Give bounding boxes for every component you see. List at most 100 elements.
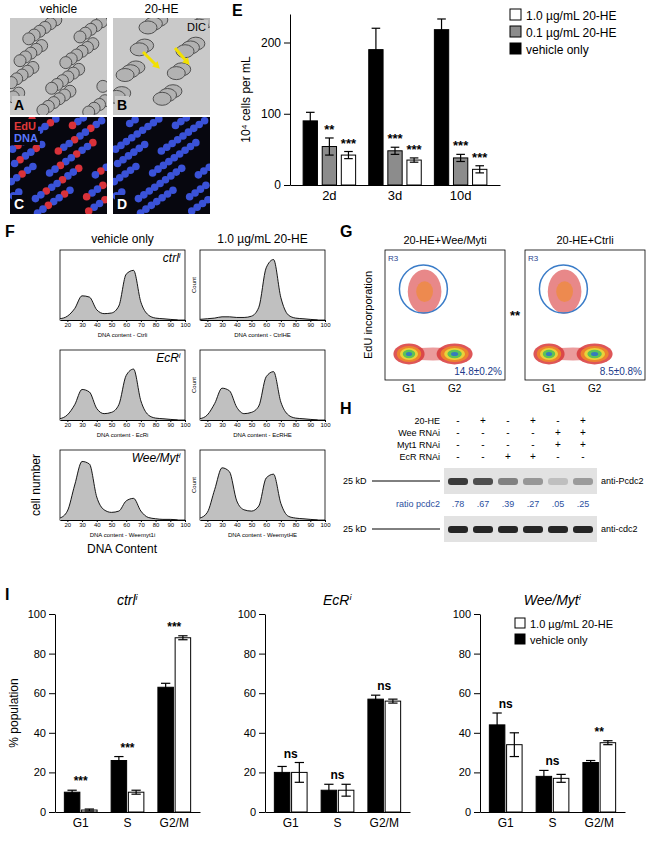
tick: 90 xyxy=(307,520,314,528)
tick-label: 20 xyxy=(205,422,212,428)
tick: 90 xyxy=(167,320,174,328)
error-line xyxy=(492,712,501,713)
error-line xyxy=(161,691,170,692)
tick: 100 xyxy=(238,608,265,620)
band xyxy=(498,526,518,533)
tick-label: 30 xyxy=(219,422,226,428)
panel-letter: F xyxy=(5,223,15,240)
lane-sign: - xyxy=(506,415,509,426)
nucleus xyxy=(135,195,143,203)
error-bar xyxy=(586,761,595,765)
cell xyxy=(167,67,185,80)
error-line xyxy=(437,18,446,19)
axis-title: DNA content - CtrlHE xyxy=(234,332,291,338)
tick-label: 80 xyxy=(293,522,300,528)
ratio-value: .39 xyxy=(502,499,515,509)
error-line xyxy=(437,40,446,41)
image-label: DIC xyxy=(187,21,206,33)
histogram-area xyxy=(200,372,318,420)
marker-label: 25 kD xyxy=(343,524,367,534)
ratio-value: .67 xyxy=(477,499,490,509)
error-bar xyxy=(67,790,76,794)
tick: 90 xyxy=(167,420,174,428)
lane-sign: - xyxy=(456,451,459,462)
tick-mark xyxy=(284,43,290,44)
tick-label: 90 xyxy=(307,422,314,428)
axis-line xyxy=(290,15,291,186)
tick-label: 20 xyxy=(205,522,212,528)
error-line xyxy=(603,740,612,741)
tick-label: 60 xyxy=(263,422,270,428)
error-line xyxy=(456,154,465,155)
tick: 60 xyxy=(123,520,130,528)
nucleus xyxy=(126,120,134,128)
tick: 70 xyxy=(278,520,285,528)
tick-label: 0 xyxy=(274,178,281,192)
lane-sign: + xyxy=(505,451,511,462)
error-line xyxy=(67,794,76,795)
axis: 2030405060708090100 xyxy=(201,520,332,528)
tick-label: 20 xyxy=(34,766,46,778)
tick: G2/M xyxy=(585,812,614,830)
tick: 50 xyxy=(109,520,116,528)
stain-label: DNA xyxy=(14,132,38,144)
arrow-head xyxy=(182,57,189,65)
error-bar xyxy=(161,683,170,691)
tick: 90 xyxy=(307,320,314,328)
bar xyxy=(434,30,448,185)
band xyxy=(473,526,493,533)
plot-frame xyxy=(60,250,185,320)
bar xyxy=(158,687,174,812)
histogram-area xyxy=(200,468,318,520)
stain-label: EdU xyxy=(14,120,36,132)
axis: 2030405060708090100 xyxy=(201,420,332,428)
axis: 2d3d10d xyxy=(291,185,501,203)
bar xyxy=(407,160,421,185)
histogram xyxy=(200,468,318,520)
axis-line xyxy=(201,320,326,321)
plot-frame xyxy=(525,250,645,380)
panel-letter: E xyxy=(232,2,243,19)
nucleus xyxy=(113,145,119,153)
nucleus xyxy=(149,169,157,177)
plot-area xyxy=(489,713,615,812)
tick-label: 20 xyxy=(65,522,72,528)
plot-area xyxy=(303,19,487,185)
density xyxy=(399,348,466,361)
tick-label: 0 xyxy=(250,806,256,818)
tick-label: 40 xyxy=(234,422,241,428)
error-line xyxy=(344,158,353,159)
density-plot xyxy=(533,265,612,364)
antibody-label: anti-cdc2 xyxy=(601,524,638,534)
image-background xyxy=(113,18,210,115)
tick-mark xyxy=(259,772,265,773)
bar-chart: nsns**020406080100G1SG2/MWee/Mytⁱ1.0 µg/… xyxy=(453,592,626,830)
error-line xyxy=(391,147,400,148)
micrograph xyxy=(10,117,107,214)
lane-sign: - xyxy=(531,439,534,450)
band xyxy=(523,526,543,533)
chart-title: Wee/Mytⁱ xyxy=(524,592,582,608)
tick-label: 50 xyxy=(249,522,256,528)
tick: 0 xyxy=(465,806,480,818)
tick: S xyxy=(548,812,556,830)
plot-frame xyxy=(200,250,325,320)
lane-sign: + xyxy=(555,439,561,450)
density xyxy=(451,352,458,356)
tick: 30 xyxy=(79,320,86,328)
histogram xyxy=(200,372,318,420)
error-line xyxy=(85,810,94,811)
label-background xyxy=(115,195,129,213)
tick: 70 xyxy=(278,420,285,428)
density xyxy=(437,344,473,365)
error-bar xyxy=(344,152,353,159)
cell xyxy=(153,92,171,105)
row-label: Myt1 RNAi xyxy=(397,440,440,450)
lane-sign: + xyxy=(480,415,486,426)
tick-label: 80 xyxy=(244,648,256,660)
x-label: G1 xyxy=(542,383,556,394)
tick: 20 xyxy=(205,320,212,328)
axis-line xyxy=(266,812,411,813)
tick: G2/M xyxy=(370,812,399,830)
tick: 50 xyxy=(249,520,256,528)
